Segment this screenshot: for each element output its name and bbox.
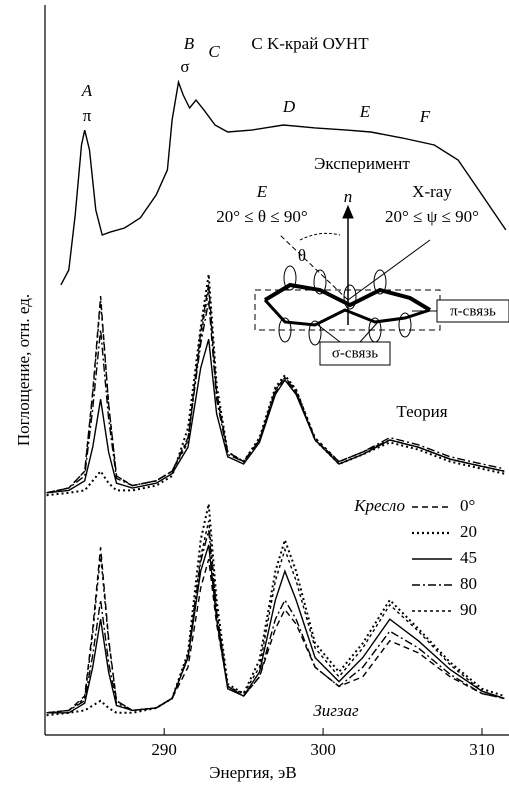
inset-label: n <box>344 187 353 206</box>
orbital <box>373 269 387 295</box>
x-tick-label: 310 <box>469 740 495 759</box>
peak-label: D <box>282 97 296 116</box>
series-line <box>46 339 505 494</box>
series-line <box>46 288 505 494</box>
inset-label: X-ray <box>412 182 452 201</box>
inset <box>254 204 509 366</box>
inset-label: π-связь <box>450 303 496 319</box>
plane <box>254 289 441 331</box>
peak-label: B <box>184 34 195 53</box>
pointer <box>359 321 379 343</box>
bond <box>263 298 431 327</box>
orbital <box>308 320 322 346</box>
inset-label: 20° ≤ ψ ≤ 90° <box>385 207 479 226</box>
legend-label: 20 <box>460 522 477 541</box>
legend-title: Кресло <box>353 496 405 515</box>
orbital <box>398 312 412 338</box>
series-line <box>60 79 507 286</box>
panel-label: Зигзаг <box>313 701 359 720</box>
bond <box>263 282 432 312</box>
legend-label: 80 <box>460 574 477 593</box>
orbital <box>343 284 357 310</box>
pointer <box>317 324 341 343</box>
series-line <box>46 274 505 497</box>
series-line <box>46 503 505 717</box>
label-box <box>319 341 391 366</box>
series-line <box>46 520 505 714</box>
inset-label: E <box>256 182 268 201</box>
theta-arc <box>299 232 341 241</box>
peak-label: E <box>359 102 371 121</box>
legend-label: 90 <box>460 600 477 619</box>
peak-label: C <box>208 42 220 61</box>
panel-label: Теория <box>396 402 447 421</box>
orbital <box>313 269 327 295</box>
peak-label: A <box>81 81 93 100</box>
inset-label: σ-связь <box>332 345 378 361</box>
peak-label: π <box>83 106 92 125</box>
peak-label: F <box>419 107 431 126</box>
inset-label: 20° ≤ θ ≤ 90° <box>216 207 307 226</box>
inset-label: θ <box>298 246 306 265</box>
series-line <box>46 530 505 714</box>
arrow-head <box>342 204 354 219</box>
legend-label: 0° <box>460 496 475 515</box>
x-axis-label: Энергия, эВ <box>209 763 296 782</box>
series-line <box>46 544 505 714</box>
peak-label: σ <box>180 57 189 76</box>
x-tick-label: 300 <box>310 740 336 759</box>
legend-label: 45 <box>460 548 477 567</box>
panel-label: Эксперимент <box>314 154 410 173</box>
xray-arrow <box>347 239 431 301</box>
y-axis-label: Поглощение, отн. ед. <box>14 294 33 446</box>
chart-title: С K-край ОУНТ <box>251 34 369 53</box>
x-tick-label: 290 <box>151 740 177 759</box>
